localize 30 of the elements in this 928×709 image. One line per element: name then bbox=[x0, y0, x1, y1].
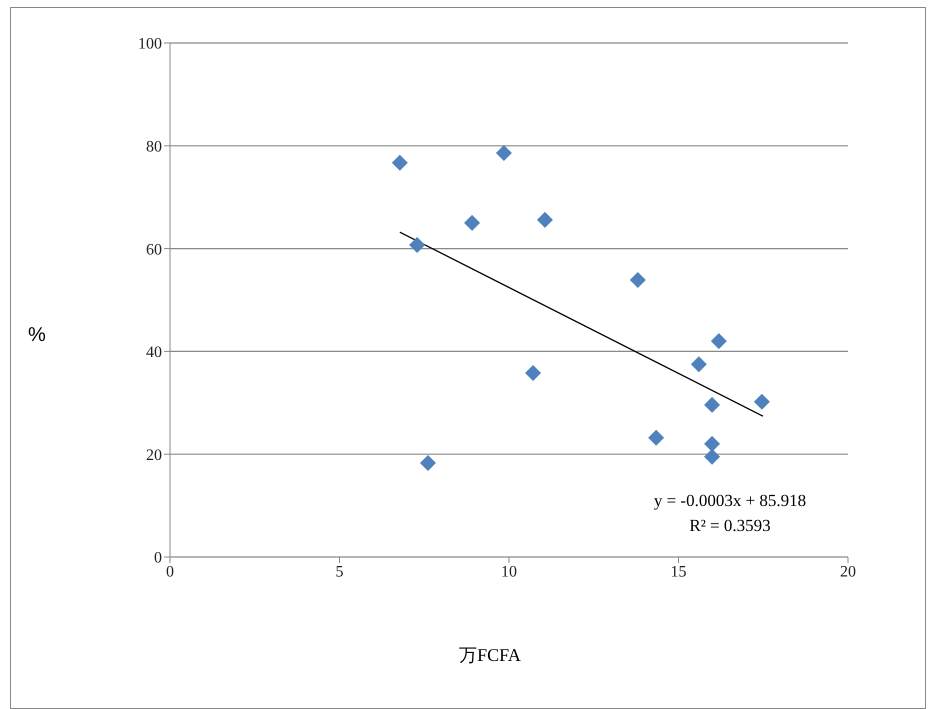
point bbox=[464, 214, 480, 231]
point bbox=[630, 272, 646, 288]
point bbox=[420, 454, 436, 471]
point bbox=[496, 144, 512, 161]
point bbox=[536, 212, 553, 228]
y-tick-label: 40 bbox=[146, 344, 162, 362]
point bbox=[409, 237, 426, 253]
point bbox=[648, 430, 664, 446]
point bbox=[754, 394, 770, 410]
x-tick-label: 10 bbox=[501, 563, 517, 580]
point bbox=[704, 448, 720, 465]
point bbox=[710, 333, 727, 350]
x-tick-label: 15 bbox=[670, 563, 686, 580]
annotation: y = -0.0003x + 85.918 bbox=[652, 490, 808, 512]
y-tick-label: 20 bbox=[146, 446, 162, 464]
x-axis-title: 万FCFA bbox=[458, 644, 522, 667]
point bbox=[690, 356, 707, 372]
y-tick-label: 80 bbox=[146, 138, 162, 156]
y-tick-label: 60 bbox=[146, 241, 162, 258]
annotation: R² = 0.3593 bbox=[688, 515, 772, 537]
x-tick-label: 0 bbox=[166, 563, 174, 580]
y-tick-label: 100 bbox=[138, 36, 162, 53]
y-axis-title: % bbox=[28, 324, 46, 347]
point bbox=[525, 364, 542, 381]
point bbox=[704, 396, 720, 413]
point bbox=[392, 154, 408, 171]
x-tick-label: 20 bbox=[840, 563, 856, 580]
x-tick-label: 5 bbox=[336, 563, 344, 580]
y-tick-label: 0 bbox=[154, 550, 162, 567]
point bbox=[704, 436, 720, 452]
